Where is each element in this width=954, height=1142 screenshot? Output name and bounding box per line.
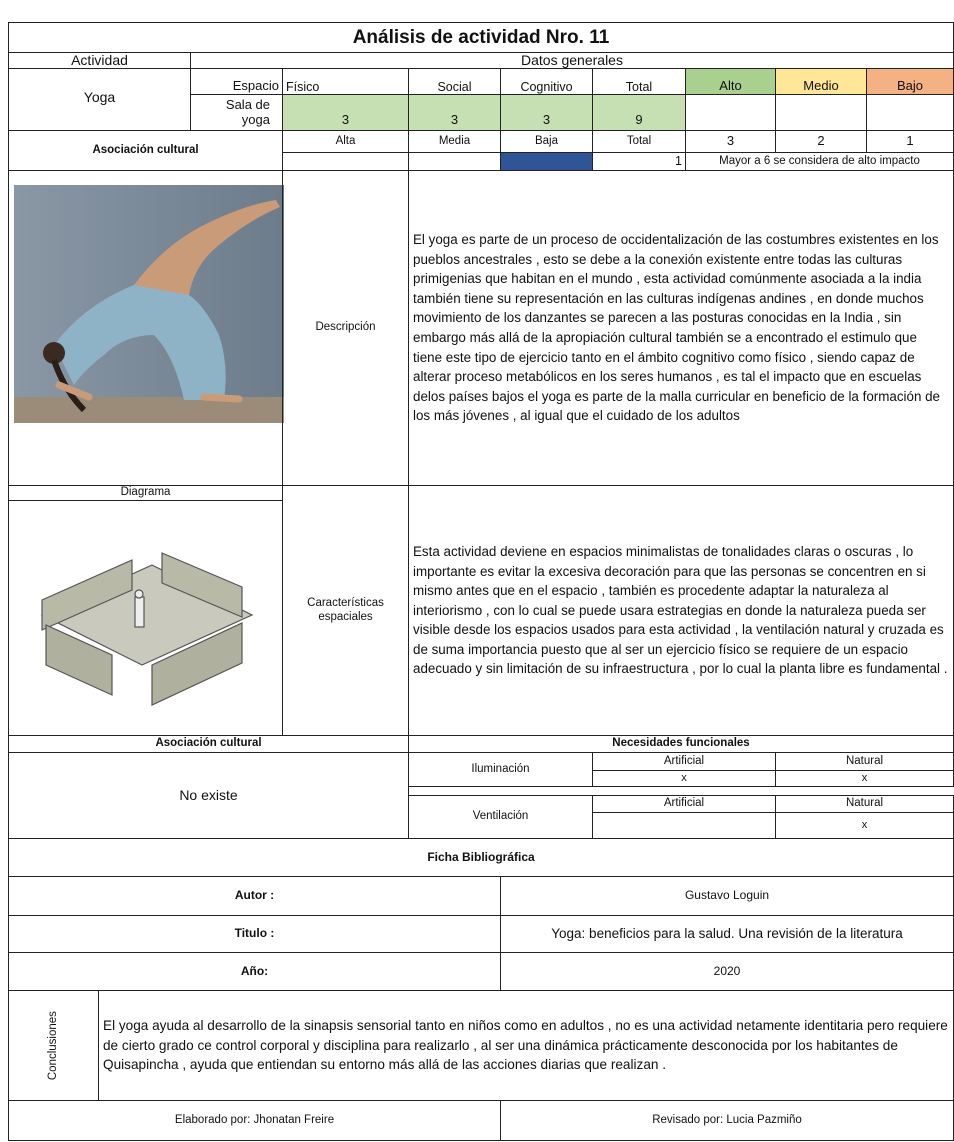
description-label: Descripción: [282, 170, 409, 486]
need-value: x: [775, 812, 954, 839]
score: 3: [282, 94, 409, 131]
need-value: x: [775, 770, 954, 787]
cultural-total: 1: [592, 152, 686, 171]
column-header: Físico: [282, 68, 409, 95]
need-value: [592, 812, 776, 839]
diagram-label: Diagrama: [8, 485, 283, 501]
needs-label: Necesidades funcionales: [408, 735, 954, 753]
bib-value: Gustavo Loguin: [500, 876, 954, 916]
yoga-photo: [14, 185, 284, 423]
cultural-cell: [500, 152, 593, 171]
level-value: 2: [775, 130, 867, 153]
level-empty: [866, 94, 954, 131]
column-header: Cognitivo: [500, 68, 593, 95]
level-empty: [685, 94, 776, 131]
association-label: Asociación cultural: [8, 735, 409, 753]
bib-label: Titulo :: [8, 915, 501, 953]
level-header: Bajo: [866, 68, 954, 95]
space-diagram: [40, 552, 254, 706]
score: 3: [500, 94, 593, 131]
level-value: 3: [685, 130, 776, 153]
bib-label: Autor :: [8, 876, 501, 916]
need-header: Natural: [775, 795, 954, 813]
prepared-by: Elaborado por: Jhonatan Freire: [8, 1100, 501, 1141]
need-name: Ventilación: [408, 795, 593, 839]
photo-cell: [8, 170, 283, 486]
need-header: Artificial: [592, 795, 776, 813]
cultural-cell: [282, 152, 409, 171]
conclusions-label: Conclusiones: [8, 990, 99, 1101]
title: Análisis de actividad Nro. 11: [8, 22, 954, 53]
need-header: Natural: [775, 752, 954, 771]
score: 9: [592, 94, 686, 131]
activity-label: Actividad: [8, 52, 191, 69]
bibliography-title: Ficha Bibliográfica: [8, 838, 954, 877]
association-value: No existe: [8, 752, 409, 839]
cultural-column: Baja: [500, 130, 593, 153]
reviewed-by: Revisado por: Lucia Pazmiño: [500, 1100, 954, 1141]
cultural-column: Alta: [282, 130, 409, 153]
diagram-cell: [8, 500, 283, 736]
column-header: Total: [592, 68, 686, 95]
description-text: El yoga es parte de un proceso de occide…: [408, 170, 954, 486]
need-header: Artificial: [592, 752, 776, 771]
space: Sala de yoga: [190, 94, 283, 131]
cultural-label: Asociación cultural: [8, 130, 283, 171]
score: 3: [408, 94, 501, 131]
cultural-cell: [408, 152, 501, 171]
bib-value: 2020: [500, 952, 954, 991]
level-value: 1: [866, 130, 954, 153]
bib-value: Yoga: beneficios para la salud. Una revi…: [500, 915, 954, 953]
cultural-column: Total: [592, 130, 686, 153]
space-label: Espacio: [190, 68, 283, 95]
need-name: Iluminación: [408, 752, 593, 787]
cultural-column: Media: [408, 130, 501, 153]
activity: Yoga: [8, 68, 191, 131]
level-header: Alto: [685, 68, 776, 95]
level-header: Medio: [775, 68, 867, 95]
column-header: Social: [408, 68, 501, 95]
conclusions-text: El yoga ayuda al desarrollo de la sinaps…: [98, 990, 954, 1101]
spatial-text: Esta actividad deviene en espacios minim…: [408, 485, 954, 736]
spatial-label: Características espaciales: [282, 485, 409, 736]
conclusions-label-text: Conclusiones: [46, 1010, 59, 1081]
level-empty: [775, 94, 867, 131]
bib-label: Año:: [8, 952, 501, 991]
data-label: Datos generales: [190, 52, 954, 69]
need-value: x: [592, 770, 776, 787]
cultural-note: Mayor a 6 se considera de alto impacto: [685, 152, 954, 171]
